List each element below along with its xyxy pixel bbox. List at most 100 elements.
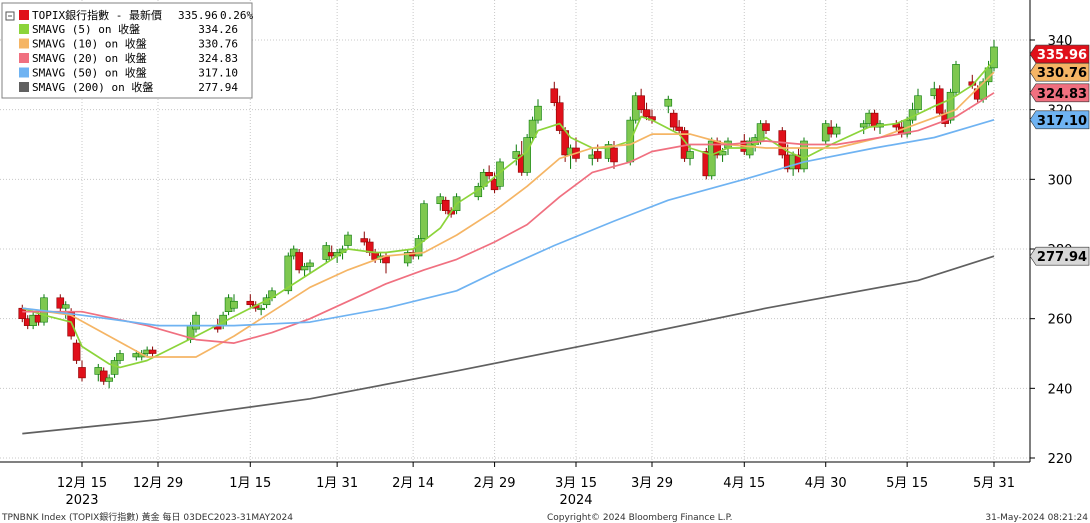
- candle-body: [800, 140, 808, 170]
- candle: [116, 350, 124, 364]
- candle-body: [257, 307, 265, 311]
- x-tick-label: 5月 31: [973, 476, 1015, 491]
- candle-body: [832, 126, 841, 135]
- series-line-1: [22, 71, 995, 358]
- series-line-0: [22, 59, 995, 369]
- legend-swatch: [19, 82, 29, 92]
- candle-body: [148, 349, 157, 354]
- x-tick-label: 4月 30: [805, 476, 847, 491]
- candle-body: [664, 98, 673, 107]
- candle-body: [534, 105, 542, 121]
- candle-body: [403, 252, 412, 264]
- candle-body: [420, 203, 428, 239]
- y-tick-label: 220: [1048, 452, 1073, 467]
- legend-row-label: SMAVG (200) on 收盤: [32, 80, 153, 94]
- value-tag-3: 317.10: [1029, 110, 1090, 130]
- y-tick-label: 260: [1048, 313, 1073, 328]
- candle: [403, 249, 412, 267]
- candle-body: [555, 102, 564, 131]
- candle: [441, 196, 450, 215]
- y-tick-label: 300: [1048, 173, 1073, 188]
- candle-body: [718, 151, 727, 156]
- candle-body: [78, 367, 86, 379]
- series-line-4: [22, 255, 995, 435]
- candle: [800, 137, 808, 173]
- x-tick-label: 2月 14: [392, 476, 434, 491]
- candle: [18, 304, 27, 323]
- x-tick-label: 4月 15: [723, 476, 765, 491]
- candle: [952, 60, 960, 96]
- candle: [78, 360, 86, 382]
- value-tag-1: 330.76: [1029, 62, 1090, 82]
- candle-body: [192, 314, 200, 330]
- legend-row-value: 277.94: [198, 81, 238, 94]
- candle-body: [914, 95, 922, 110]
- series-line-3: [22, 118, 995, 327]
- candle-body: [105, 377, 113, 382]
- legend-row-label: SMAVG (10) on 收盤: [32, 37, 147, 51]
- candle-body: [18, 307, 27, 319]
- value-tag-text: 324.83: [1037, 87, 1087, 102]
- x-tick-label: 1月 31: [316, 476, 358, 491]
- value-tag-text: 330.76: [1037, 66, 1087, 81]
- candle-body: [230, 300, 238, 309]
- candle-body: [675, 126, 683, 131]
- candle: [105, 374, 113, 389]
- candle-body: [946, 91, 955, 121]
- moving-average-lines: [22, 59, 995, 435]
- legend-header-name: TOPIX銀行指數 - 最新價: [32, 8, 162, 22]
- candle: [246, 294, 255, 309]
- candle: [550, 81, 559, 107]
- value-tag-text: 317.10: [1037, 114, 1087, 129]
- candle: [230, 294, 238, 312]
- y-tick-label: 240: [1048, 382, 1073, 397]
- candle-body: [990, 46, 998, 69]
- candle: [420, 200, 428, 243]
- legend-row-value: 330.76: [198, 38, 238, 51]
- candle: [306, 259, 314, 274]
- legend-row: SMAVG (50) on 收盤 317.10: [19, 66, 238, 80]
- value-tag-bg: [1029, 246, 1090, 266]
- candle: [664, 95, 673, 114]
- x-tick-label: 2月 29: [474, 476, 516, 491]
- candle-body: [300, 266, 309, 271]
- candle: [914, 88, 922, 114]
- footer-ticker: TPNBNK Index (TOPIX銀行指數) 黃金 每日 03DEC2023…: [1, 511, 293, 523]
- candle: [300, 262, 309, 277]
- candle-body: [523, 137, 531, 173]
- legend-row: SMAVG (5) on 收盤 334.26: [19, 22, 238, 36]
- x-tick-label: 12月 15: [57, 476, 107, 491]
- legend-row-label: SMAVG (20) on 收盤: [32, 51, 147, 65]
- x-year-label: 2023: [65, 493, 98, 508]
- value-tag-bg: [1029, 44, 1090, 64]
- candle: [295, 249, 303, 274]
- candle: [642, 102, 651, 121]
- candle: [832, 123, 841, 138]
- candle-body: [952, 64, 960, 93]
- candle: [72, 339, 81, 364]
- candle-body: [441, 199, 450, 211]
- x-tick-label: 3月 15: [555, 476, 597, 491]
- candle: [496, 158, 504, 190]
- candle-body: [707, 140, 716, 177]
- candle-body: [56, 297, 65, 309]
- x-tick-label: 1月 15: [229, 476, 271, 491]
- legend-row-value: 317.10: [198, 67, 238, 80]
- legend-swatch: [19, 53, 29, 63]
- candle-body: [593, 151, 602, 159]
- legend-row-label: SMAVG (50) on 收盤: [32, 66, 147, 80]
- candle-body: [485, 172, 493, 177]
- candle-body: [246, 300, 255, 306]
- candle-body: [360, 238, 369, 243]
- legend-header-value: 335.96: [178, 9, 218, 22]
- candle-body: [642, 109, 651, 117]
- value-tag-2: 324.83: [1029, 83, 1090, 103]
- candle: [192, 311, 200, 333]
- x-tick-label: 3月 29: [631, 476, 673, 491]
- candle: [762, 120, 770, 135]
- value-tags: 335.96 330.76 324.83 317.10 277.94: [1029, 44, 1090, 266]
- candle-body: [306, 262, 314, 267]
- value-tag-bg: [1029, 83, 1090, 103]
- legend-swatch: [19, 67, 29, 78]
